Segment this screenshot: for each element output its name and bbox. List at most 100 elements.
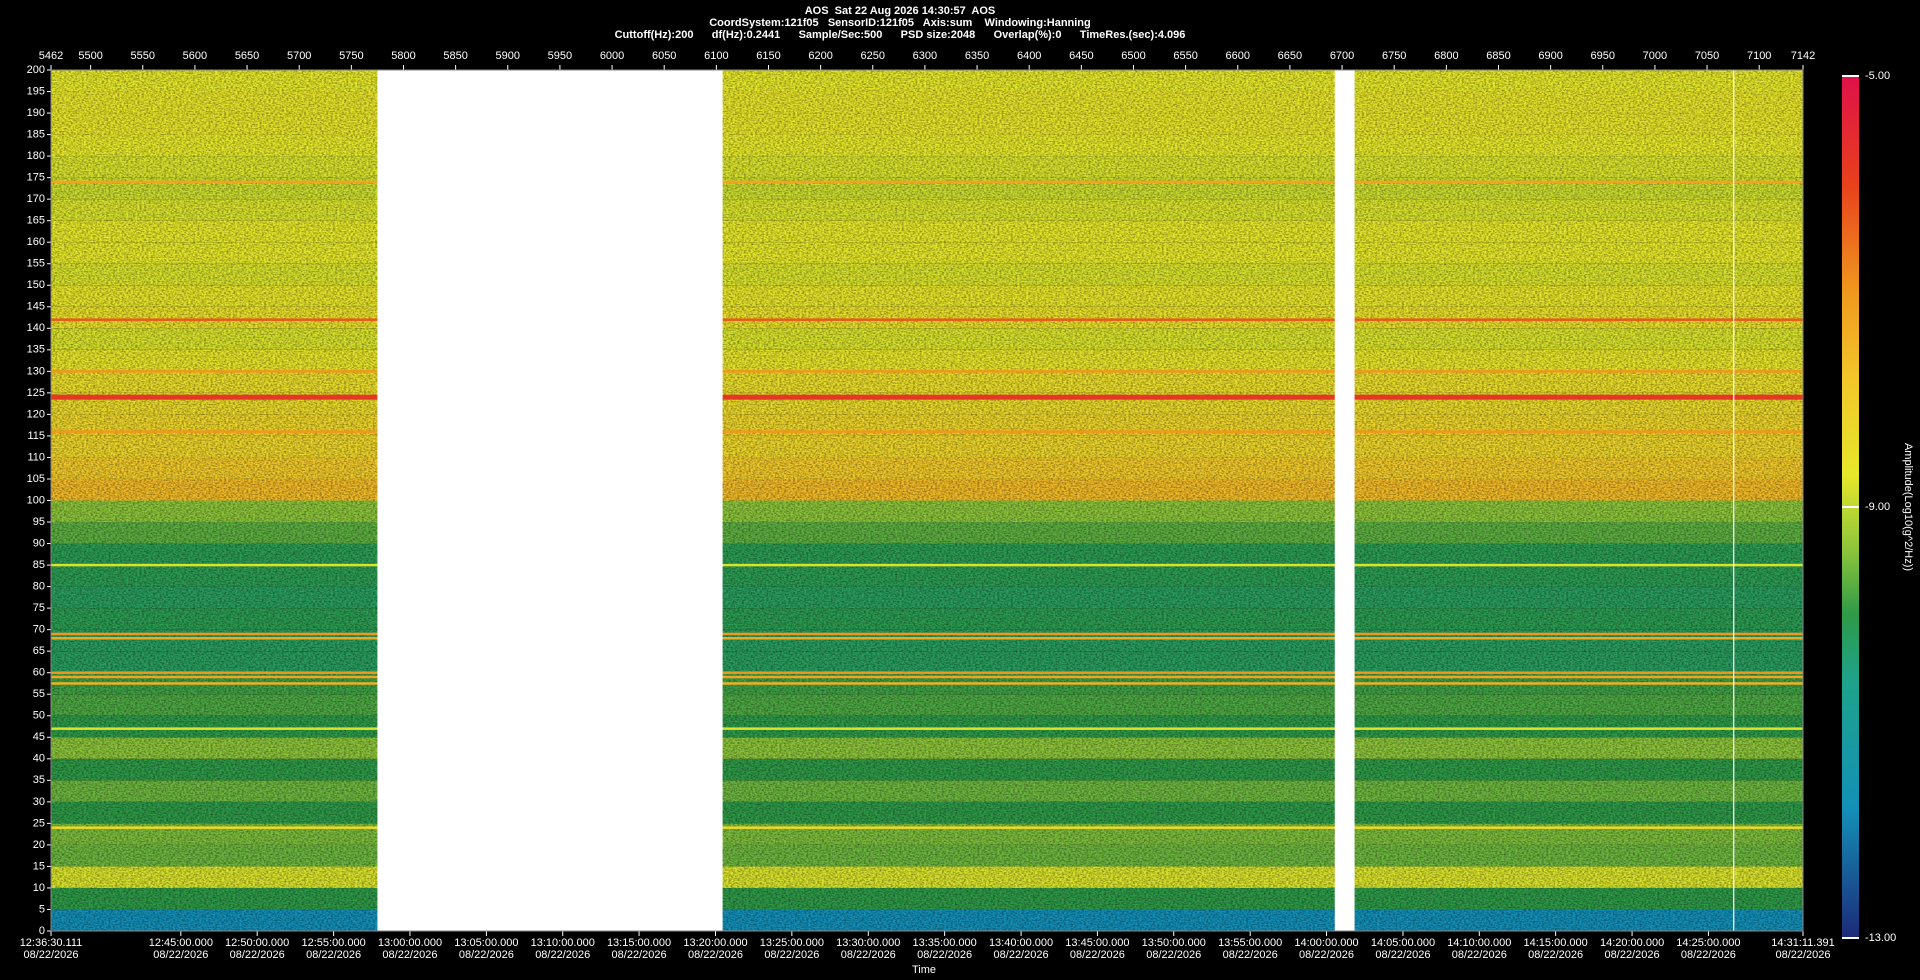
- chart-title: AOS Sat 22 Aug 2026 14:30:57 AOS: [804, 5, 996, 17]
- time-tick-date: 08/22/2026: [1681, 949, 1736, 961]
- x-tick-label: 6650: [1278, 50, 1302, 62]
- x-tick-label: 5650: [235, 50, 259, 62]
- spectral-line: [51, 632, 1803, 636]
- time-tick-label: 13:55:00.000: [1218, 937, 1282, 949]
- x-tick-label: 6500: [1121, 50, 1145, 62]
- y-tick-label: 60: [33, 667, 45, 679]
- time-tick-date: 08/22/2026: [1223, 949, 1278, 961]
- y-tick-label: 15: [33, 860, 45, 872]
- spectral-line: [51, 671, 1803, 674]
- y-tick-label: 110: [27, 451, 45, 463]
- time-tick-label: 13:40:00.000: [989, 937, 1053, 949]
- x-tick-label: 5800: [391, 50, 415, 62]
- time-tick-date: 08/22/2026: [994, 949, 1049, 961]
- time-tick-label: 13:25:00.000: [760, 937, 824, 949]
- time-tick-date: 08/22/2026: [1146, 949, 1201, 961]
- spectral-line: [51, 394, 1803, 400]
- x-tick-label: 6600: [1226, 50, 1250, 62]
- time-tick-label: 13:05:00.000: [454, 937, 518, 949]
- y-tick-label: 135: [27, 344, 45, 356]
- time-tick-date: 08/22/2026: [688, 949, 743, 961]
- y-tick-label: 65: [33, 645, 45, 657]
- y-tick-label: 170: [27, 193, 45, 205]
- time-tick-date: 08/22/2026: [1605, 949, 1660, 961]
- time-tick-label: 14:31:11.391: [1771, 937, 1834, 949]
- y-tick-label: 75: [33, 602, 45, 614]
- y-tick-label: 45: [33, 731, 45, 743]
- y-tick-label: 35: [33, 774, 45, 786]
- time-tick-date: 08/22/2026: [230, 949, 285, 961]
- time-tick-date: 08/22/2026: [1452, 949, 1507, 961]
- time-tick-date: 08/22/2026: [153, 949, 208, 961]
- y-tick-label: 140: [27, 322, 45, 334]
- time-tick-date: 08/22/2026: [382, 949, 437, 961]
- x-axis-label: Time: [912, 964, 936, 976]
- spectral-line: [51, 682, 1803, 685]
- x-tick-label: 6050: [652, 50, 676, 62]
- y-tick-label: 150: [27, 279, 45, 291]
- y-tick-label: 160: [27, 236, 45, 248]
- y-tick-label: 5: [39, 903, 45, 915]
- x-tick-label: 5550: [131, 50, 155, 62]
- x-tick-label: 5600: [183, 50, 207, 62]
- y-tick-label: 100: [27, 494, 45, 506]
- y-tick-label: 95: [33, 516, 45, 528]
- x-tick-label: 7142: [1791, 50, 1815, 62]
- time-tick-date: 08/22/2026: [535, 949, 590, 961]
- time-tick-date: 08/22/2026: [1299, 949, 1354, 961]
- x-tick-label: 6950: [1591, 50, 1615, 62]
- x-tick-label: 6150: [756, 50, 780, 62]
- y-tick-label: 130: [27, 365, 45, 377]
- x-tick-label: 5500: [78, 50, 102, 62]
- y-tick-label: 145: [27, 301, 45, 313]
- x-tick-label: 6350: [965, 50, 989, 62]
- y-tick-label: 10: [33, 882, 45, 894]
- time-tick-label: 13:00:00.000: [378, 937, 442, 949]
- y-tick-label: 0: [39, 925, 45, 937]
- time-tick-date: 08/22/2026: [917, 949, 972, 961]
- time-tick-date: 08/22/2026: [841, 949, 896, 961]
- y-tick-label: 165: [27, 215, 45, 227]
- x-tick-label: 5900: [496, 50, 520, 62]
- y-tick-label: 80: [33, 581, 45, 593]
- y-tick-label: 105: [27, 473, 45, 485]
- time-tick-date: 08/22/2026: [306, 949, 361, 961]
- time-tick-label: 13:20:00.000: [683, 937, 747, 949]
- time-tick-label: 14:05:00.000: [1371, 937, 1435, 949]
- data-gap: [377, 70, 723, 931]
- x-tick-label: 6850: [1486, 50, 1510, 62]
- x-tick-label: 5850: [443, 50, 467, 62]
- spectral-line: [51, 675, 1803, 679]
- x-tick-label: 6200: [808, 50, 832, 62]
- colorbar-label: Amplitude(Log10(g^2/Hz)): [1902, 443, 1914, 571]
- time-tick-label: 13:30:00.000: [836, 937, 900, 949]
- x-tick-label: 6250: [861, 50, 885, 62]
- time-tick-date: 08/22/2026: [764, 949, 819, 961]
- y-tick-label: 195: [27, 85, 45, 97]
- time-tick-label: 12:55:00.000: [301, 937, 365, 949]
- time-tick-date: 08/22/2026: [1775, 949, 1830, 961]
- y-tick-label: 55: [33, 688, 45, 700]
- plot-frame: [50, 69, 1804, 932]
- spectral-line: [51, 563, 1803, 567]
- time-tick-label: 14:20:00.000: [1600, 937, 1664, 949]
- y-tick-label: 125: [27, 387, 45, 399]
- x-tick-label: 5462: [39, 50, 63, 62]
- chart-subtitle: CoordSystem:121f05 SensorID:121f05 Axis:…: [709, 17, 1091, 29]
- y-tick-label: 25: [33, 817, 45, 829]
- y-tick-label: 115: [27, 430, 45, 442]
- y-tick-label: 180: [27, 150, 45, 162]
- time-tick-label: 12:36:30.111: [20, 937, 83, 949]
- y-tick-label: 20: [33, 839, 45, 851]
- y-tick-label: 50: [33, 710, 45, 722]
- time-tick-label: 14:15:00.000: [1524, 937, 1588, 949]
- spectral-line: [51, 826, 1803, 829]
- x-tick-label: 6100: [704, 50, 728, 62]
- data-gap: [1334, 70, 1355, 931]
- x-tick-label: 5950: [548, 50, 572, 62]
- x-tick-label: 6750: [1382, 50, 1406, 62]
- x-tick-label: 6450: [1069, 50, 1093, 62]
- time-tick-date: 08/22/2026: [23, 949, 78, 961]
- x-tick-label: 6550: [1173, 50, 1197, 62]
